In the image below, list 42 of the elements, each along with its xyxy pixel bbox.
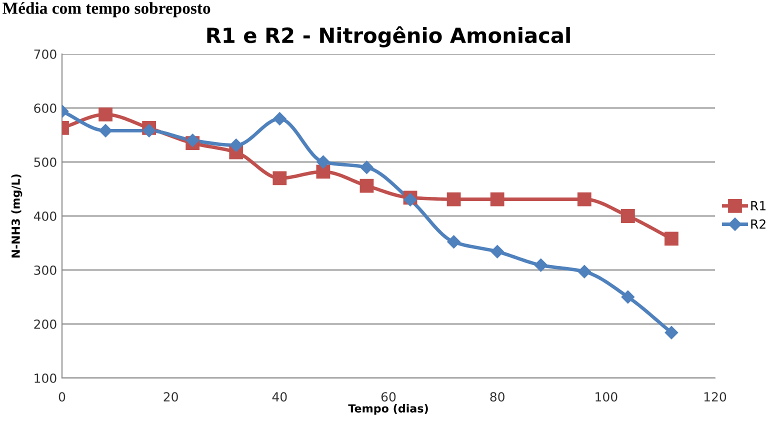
point xyxy=(490,192,504,206)
point xyxy=(664,232,678,246)
point xyxy=(360,160,374,174)
y-axis-title: N-NH3 (mg/L) xyxy=(11,174,22,258)
x-tick-label: 100 xyxy=(596,392,618,402)
y-tick-label: 500 xyxy=(34,157,56,167)
point xyxy=(230,138,243,152)
point xyxy=(447,235,460,249)
point xyxy=(98,124,112,138)
point xyxy=(446,192,461,206)
y-tick-label: 400 xyxy=(34,211,56,221)
point xyxy=(360,178,374,193)
x-tick-label: 80 xyxy=(490,392,504,402)
y-tick-label: 100 xyxy=(34,373,56,383)
legend-label: R2 xyxy=(751,219,766,229)
point xyxy=(534,258,548,272)
point xyxy=(577,192,592,206)
point xyxy=(620,209,635,223)
point xyxy=(273,112,286,126)
point xyxy=(664,326,678,340)
y-tick-label: 600 xyxy=(34,103,56,113)
x-tick-label: 20 xyxy=(164,392,178,402)
x-tick-label: 120 xyxy=(704,392,726,402)
point xyxy=(490,245,504,258)
point xyxy=(316,155,330,169)
point xyxy=(621,290,635,304)
x-tick-label: 40 xyxy=(272,392,287,402)
y-tick-label: 300 xyxy=(34,265,56,275)
point xyxy=(578,265,591,278)
x-tick-label: 0 xyxy=(58,392,66,402)
y-tick-label: 200 xyxy=(34,319,56,329)
point xyxy=(404,193,417,206)
legend-label: R1 xyxy=(751,201,766,210)
chart-title: R1 e R2 - Nitrogênio Amoniacal xyxy=(207,26,570,48)
point xyxy=(98,108,112,122)
x-axis-title: Tempo (dias) xyxy=(348,404,428,415)
y-tick-label: 700 xyxy=(34,49,56,59)
text: Média com tempo sobreposto xyxy=(2,2,210,18)
point xyxy=(272,171,287,186)
x-tick-label: 60 xyxy=(381,392,396,402)
point xyxy=(186,134,200,147)
point xyxy=(142,124,156,138)
